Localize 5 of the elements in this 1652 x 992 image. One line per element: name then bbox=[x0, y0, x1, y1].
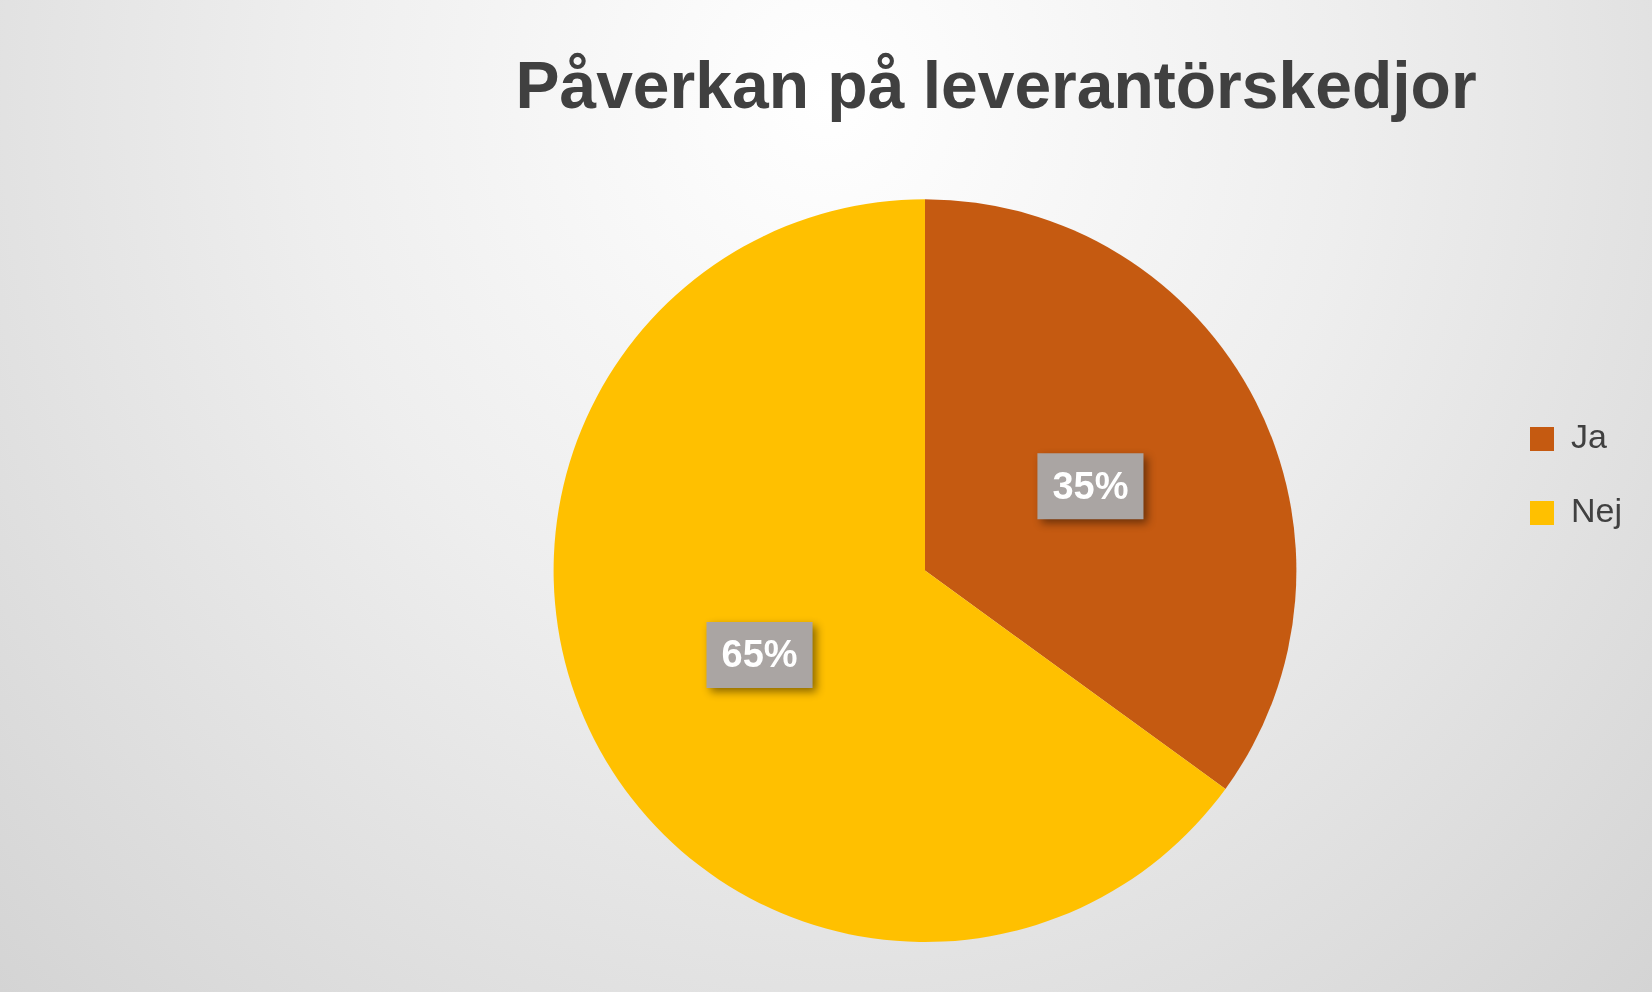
data-label: 35% bbox=[1052, 464, 1129, 507]
legend-label: Ja bbox=[1570, 417, 1607, 456]
legend-label: Nej bbox=[1570, 491, 1623, 530]
data-label: 65% bbox=[721, 633, 798, 676]
chart-title: Påverkan på leverantörskedjor bbox=[515, 47, 1477, 122]
